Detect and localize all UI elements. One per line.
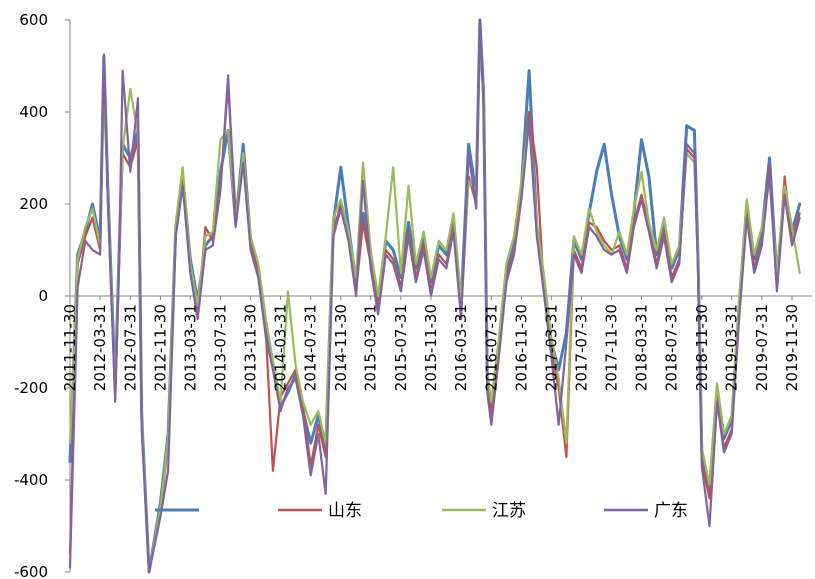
x-tick-label: 2016-07-31 <box>482 304 500 391</box>
y-tick-label: 400 <box>19 103 48 121</box>
series-line-3 <box>68 37 801 574</box>
series-line-4 <box>68 18 801 574</box>
x-tick-label: 2019-03-31 <box>723 304 741 391</box>
x-tick-label: 2015-03-31 <box>362 304 380 391</box>
axes: -600 -400 -200 0 200 400 600 <box>14 11 812 579</box>
x-tick-label: 2013-03-31 <box>181 304 199 391</box>
x-tick-label: 2013-07-31 <box>211 304 229 391</box>
legend: 山东 江苏 广东 <box>155 501 688 521</box>
x-tick-label: 2015-07-31 <box>392 304 410 391</box>
legend-label-2: 山东 <box>328 501 362 521</box>
y-tick-label: 600 <box>19 11 48 29</box>
x-tick-label: 2019-07-31 <box>753 304 771 391</box>
x-tick-label: 2018-07-31 <box>663 304 681 391</box>
x-tick-label: 2012-11-30 <box>151 304 169 391</box>
x-tick-label: 2014-07-31 <box>302 304 320 391</box>
x-tick-label: 2014-11-30 <box>332 304 350 391</box>
x-tick-label: 2016-11-30 <box>512 304 530 391</box>
x-tick-label: 2012-07-31 <box>121 304 139 391</box>
x-tick-label: 2017-07-31 <box>572 304 590 391</box>
x-tick-labels: 2011-11-30 2012-03-31 2012-07-31 2012-11-30… <box>61 296 801 391</box>
x-tick-label: 2012-03-31 <box>91 304 109 391</box>
y-tick-label: -200 <box>14 379 48 397</box>
x-tick-label: 2011-11-30 <box>61 304 79 391</box>
series-line-2 <box>68 28 801 574</box>
x-tick-label: 2017-03-31 <box>542 304 560 391</box>
x-tick-label: 2013-11-30 <box>242 304 260 391</box>
y-tick-label: -400 <box>14 471 48 489</box>
legend-label-4: 广东 <box>654 501 688 521</box>
x-tick-label: 2017-11-30 <box>603 304 621 391</box>
legend-label-3: 江苏 <box>492 501 526 521</box>
x-tick-label: 2016-03-31 <box>452 304 470 391</box>
x-tick-label: 2019-11-30 <box>783 304 801 391</box>
x-tick-label: 2018-11-30 <box>693 304 711 391</box>
x-tick-label: 2018-03-31 <box>633 304 651 391</box>
x-tick-label: 2015-11-30 <box>422 304 440 391</box>
y-tick-label: -600 <box>14 563 48 579</box>
y-tick-label: 0 <box>38 287 48 305</box>
y-tick-label: 200 <box>19 195 48 213</box>
series-lines <box>68 18 802 574</box>
x-tick-label: 2014-03-31 <box>272 304 290 391</box>
